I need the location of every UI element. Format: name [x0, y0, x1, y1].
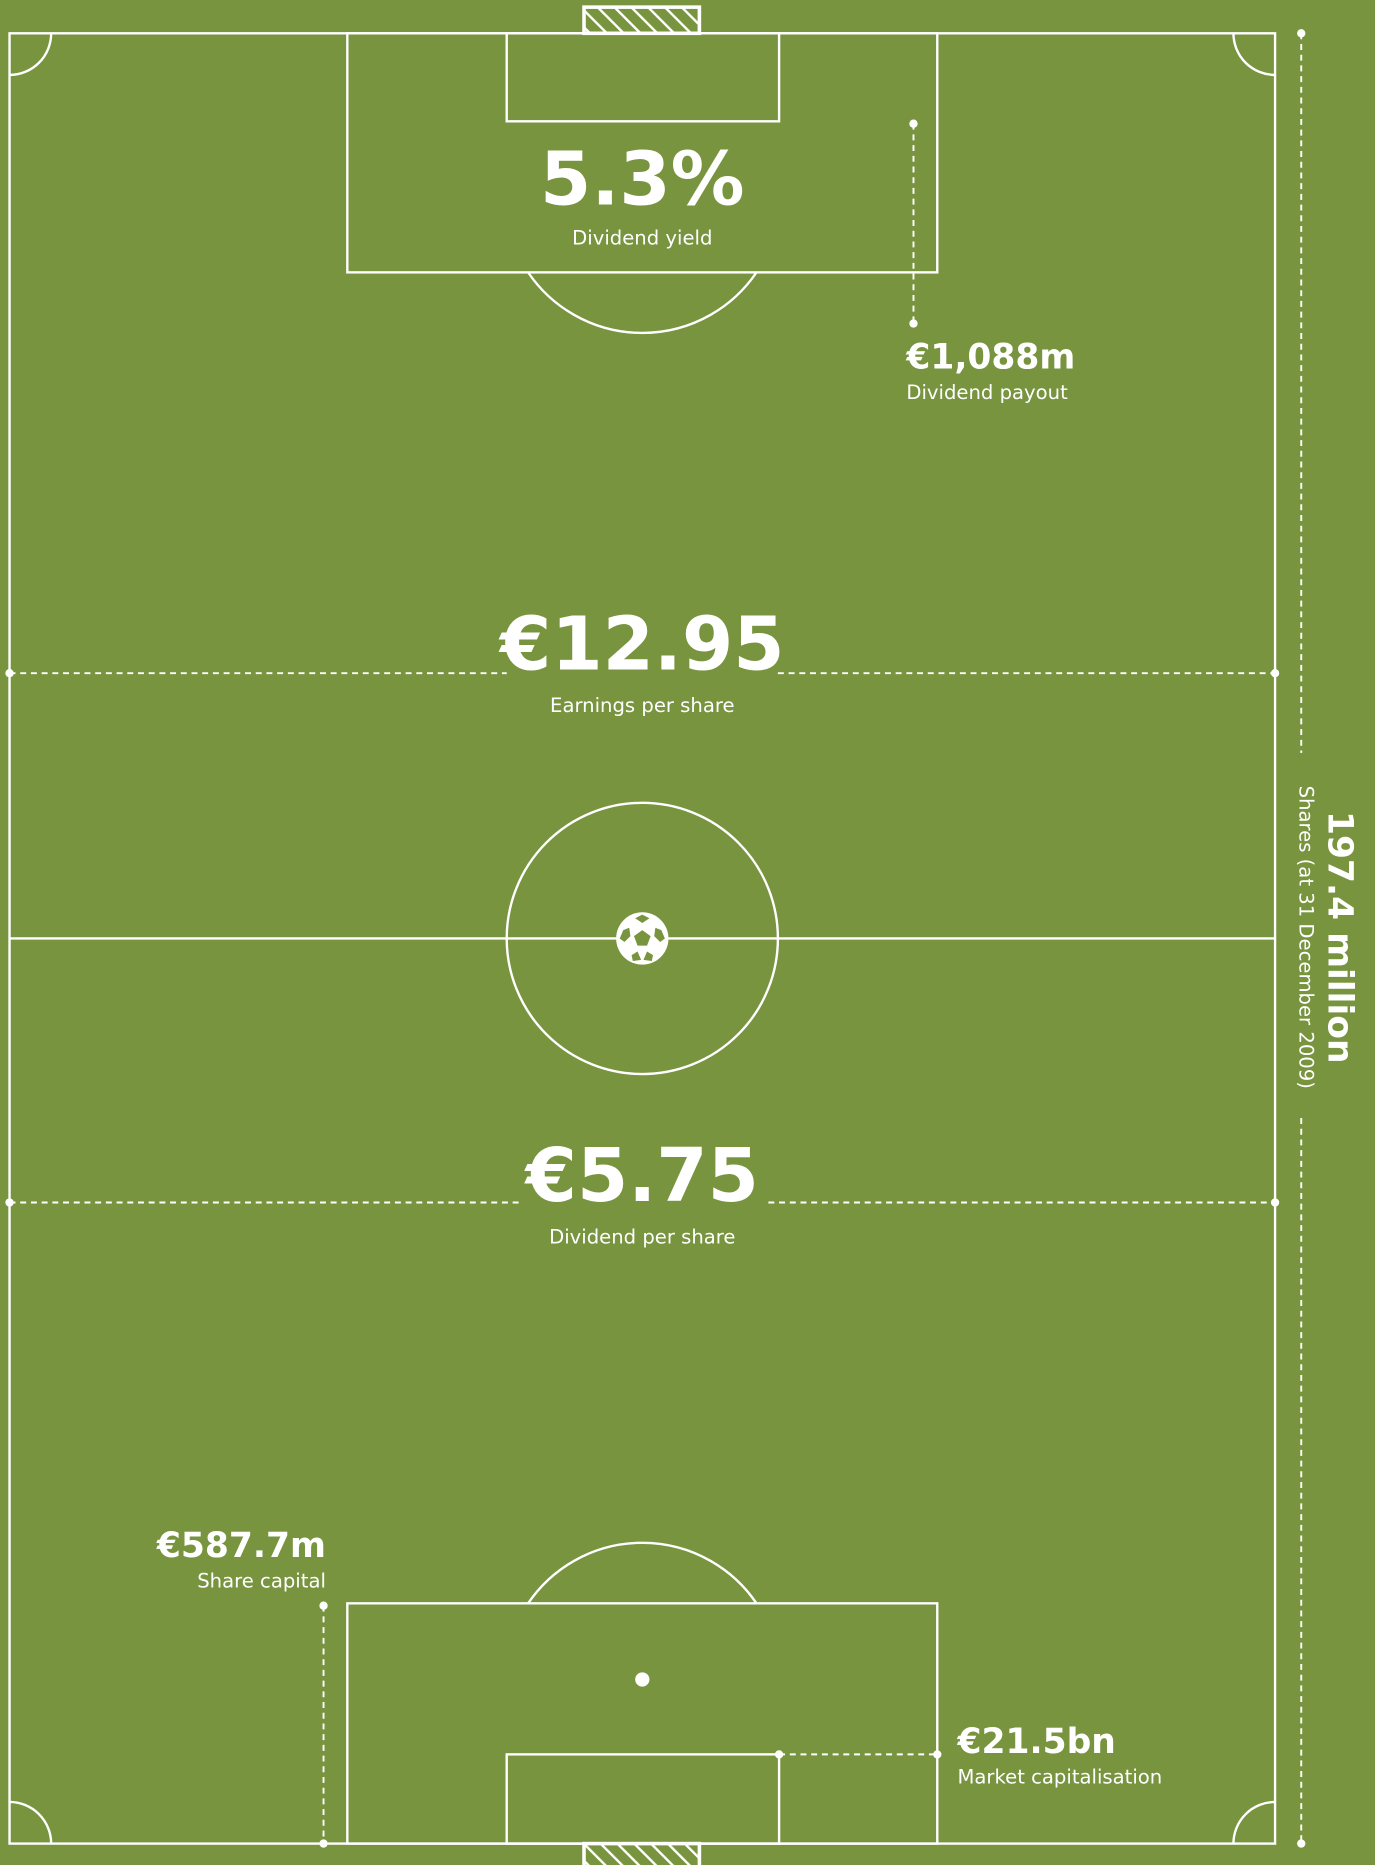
stat-label: Dividend payout [906, 381, 1068, 404]
stat-label: Earnings per share [550, 694, 735, 717]
stat-value: 5.3% [540, 137, 745, 222]
stat-label: Dividend yield [572, 227, 712, 250]
stat-value: €5.75 [524, 1134, 759, 1219]
ball [616, 912, 669, 965]
stat-label: Market capitalisation [957, 1766, 1162, 1789]
stat-label: Dividend per share [549, 1226, 735, 1249]
pitch [8, 5, 1277, 1865]
stat-value: €21.5bn [956, 1722, 1115, 1762]
stat-label: Shares (at 31 December 2009) [1294, 786, 1317, 1089]
stat-value: 197.4 million [1320, 811, 1360, 1064]
stat-value: €12.95 [498, 602, 785, 687]
stat-value: €1,088m [905, 338, 1075, 378]
leader-lines [5, 29, 1306, 1848]
stats: 5.3% Dividend yield €1,088m Dividend pay… [156, 137, 1360, 1788]
stat-label: Share capital [197, 1569, 326, 1592]
stat-value: €587.7m [156, 1526, 326, 1566]
